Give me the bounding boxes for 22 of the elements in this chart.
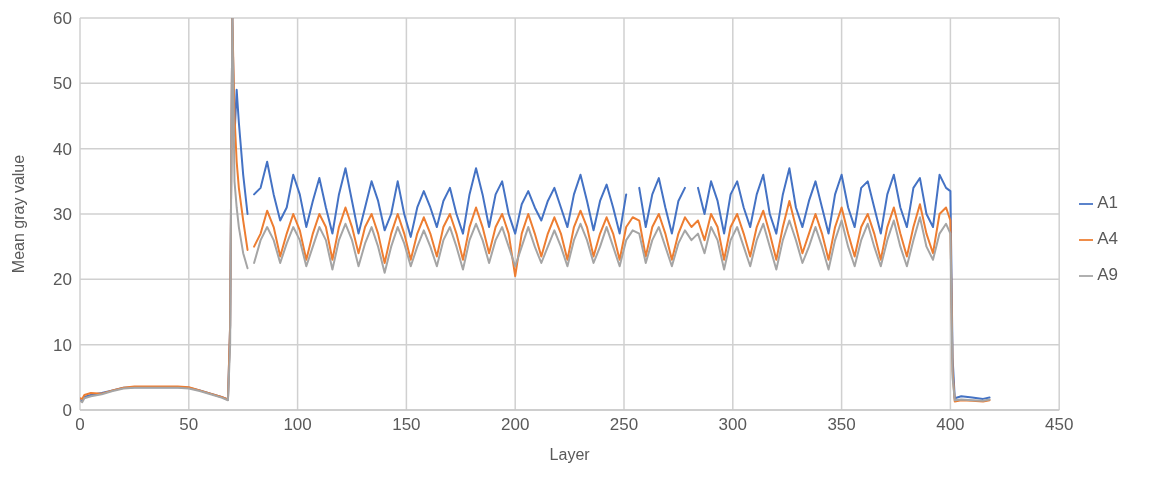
x-tick-label: 350 [827,415,856,435]
y-axis-title: Mean gray value [9,154,27,274]
x-tick-label: 450 [1045,415,1074,435]
y-tick-label: 60 [53,9,72,29]
y-tick-label: 20 [53,270,72,290]
x-tick-label: 50 [179,415,199,435]
y-tick-label: 10 [53,335,72,355]
y-tick-label: 50 [53,74,72,94]
y-tick-label: 0 [62,401,72,421]
y-tick-label: 30 [53,205,72,225]
x-tick-label: 200 [501,415,530,435]
x-tick-label: 100 [283,415,312,435]
x-tick-label: 250 [609,415,639,435]
legend-label: A9 [1097,265,1118,284]
x-tick-label: 300 [718,415,747,435]
x-tick-label: 400 [936,415,965,435]
legend-label: A1 [1097,193,1118,212]
x-tick-label: 0 [75,415,85,435]
x-tick-label: 150 [392,415,421,435]
x-axis-title: Layer [549,446,591,463]
y-tick-label: 40 [53,139,72,159]
legend-label: A4 [1097,229,1118,248]
